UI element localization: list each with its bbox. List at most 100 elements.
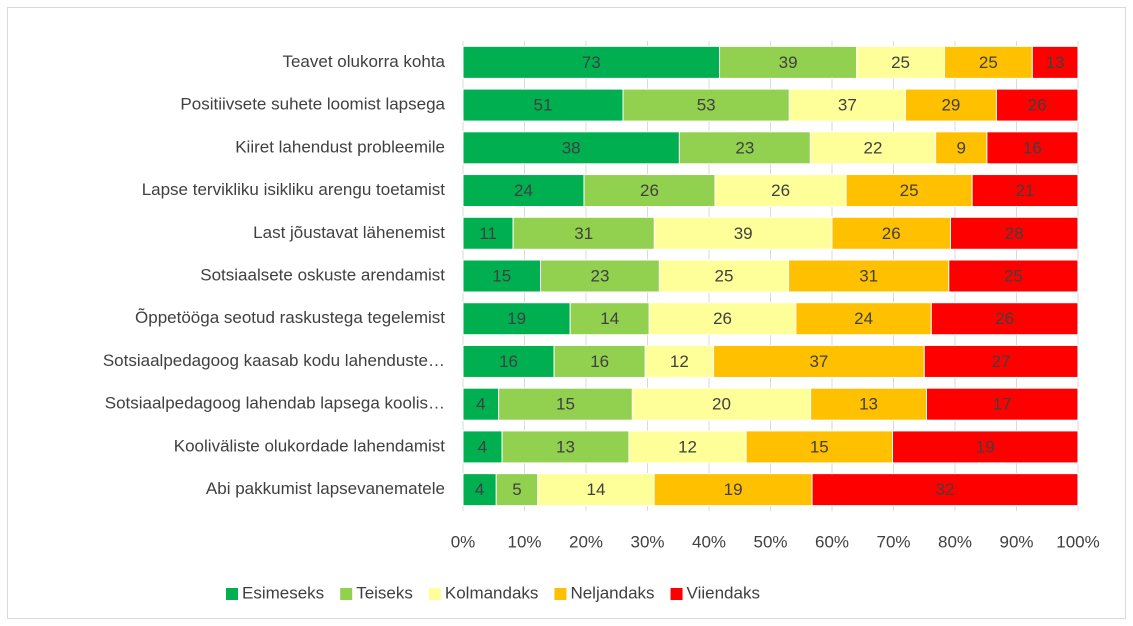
data-label: 53 [697,96,716,115]
data-label: 4 [476,395,485,414]
bar-segment [553,344,646,378]
bar-segment [462,302,571,336]
data-label: 32 [936,480,955,499]
legend-swatch [340,588,353,600]
y-tick-label: Õppetööga seotud raskustega tegelemist [135,308,445,327]
x-tick-label: 60% [815,532,849,551]
data-label: 15 [556,395,575,414]
data-label: 12 [670,352,689,371]
legend-swatch [428,588,441,600]
data-label: 25 [900,181,919,200]
data-label: 26 [882,224,901,243]
data-label: 13 [1046,53,1065,72]
data-label: 25 [891,53,910,72]
data-label: 23 [590,266,609,285]
y-tick-label: Sotsiaalsete oskuste arendamist [200,265,445,284]
x-tick-label: 100% [1056,532,1099,551]
data-label: 5 [512,480,521,499]
bar-segment [462,259,542,293]
data-label: 27 [992,352,1011,371]
bar-segment [904,88,997,122]
bar-segment [831,216,951,250]
data-label: 26 [640,181,659,200]
data-label: 37 [809,352,828,371]
data-label: 73 [582,53,601,72]
legend-swatch [226,588,238,600]
bar-segment [501,430,630,464]
bar-segment [971,174,1079,208]
x-tick-label: 70% [876,532,910,551]
bar-segment [930,302,1079,336]
bar-segment [811,473,1079,507]
bar-segment [925,387,1079,421]
bar-segment [631,387,812,421]
x-tick-label: 40% [692,532,726,551]
y-tick-label: Kooliväliste olukordade lahendamist [174,436,445,455]
x-tick-label: 10% [507,532,541,551]
data-label: 38 [562,138,581,157]
data-label: 4 [478,437,487,456]
data-label: 13 [859,395,878,414]
data-label: 24 [854,309,873,328]
bar-segment [856,45,945,79]
x-tick-label: 50% [753,532,787,551]
bar-segment [1031,45,1079,79]
bar-segment [658,259,790,293]
bar-segment [644,344,715,378]
data-label: 26 [995,309,1014,328]
bar-segment [462,216,514,250]
data-label: 39 [734,224,753,243]
data-label: 19 [507,309,526,328]
data-label: 19 [976,437,995,456]
bar-segment [462,430,503,464]
data-label: 13 [556,437,575,456]
data-label: 14 [600,309,619,328]
bar-segment [795,302,932,336]
bar-segment [948,259,1079,293]
bar-segment [462,88,624,122]
data-label: 25 [979,53,998,72]
bar-segment [935,131,988,165]
y-tick-label: Positiivsete suhete loomist lapsega [180,95,445,114]
data-label: 29 [941,96,960,115]
bar-segment [788,88,906,122]
data-label: 25 [715,266,734,285]
data-label: 51 [534,96,553,115]
x-tick-label: 0% [451,532,476,551]
bar-segment [495,473,539,507]
bar-segment [462,131,680,165]
legend-label: Teiseks [356,583,413,602]
bar-segment [462,174,585,208]
bar-segment [745,430,894,464]
data-label: 23 [735,138,754,157]
bar-segment [949,216,1079,250]
data-label: 16 [590,352,609,371]
data-label: 22 [864,138,883,157]
data-label: 16 [1023,138,1042,157]
y-tick-label: Sotsiaalpedagoog lahendab lapsega koolis… [105,394,445,413]
bar-segment [943,45,1033,79]
y-tick-label: Teavet olukorra kohta [282,52,445,71]
data-label: 12 [678,437,697,456]
bar-segment [512,216,655,250]
legend-label: Kolmandaks [445,583,539,602]
bar-segment [498,387,633,421]
data-label: 4 [475,480,484,499]
y-tick-label: Abi pakkumist lapsevanematele [206,479,445,498]
bar-segment [923,344,1079,378]
x-tick-label: 30% [630,532,664,551]
bar-segment [678,131,811,165]
bar-segment [986,131,1079,165]
bar-segment [537,473,655,507]
bar-segment [892,430,1079,464]
legend-swatch [670,588,683,600]
data-label: 26 [771,181,790,200]
bar-segment [648,302,797,336]
x-tick-label: 80% [938,532,972,551]
data-label: 31 [859,266,878,285]
legend-swatch [554,588,567,600]
data-label: 28 [1005,224,1024,243]
data-label: 9 [957,138,966,157]
